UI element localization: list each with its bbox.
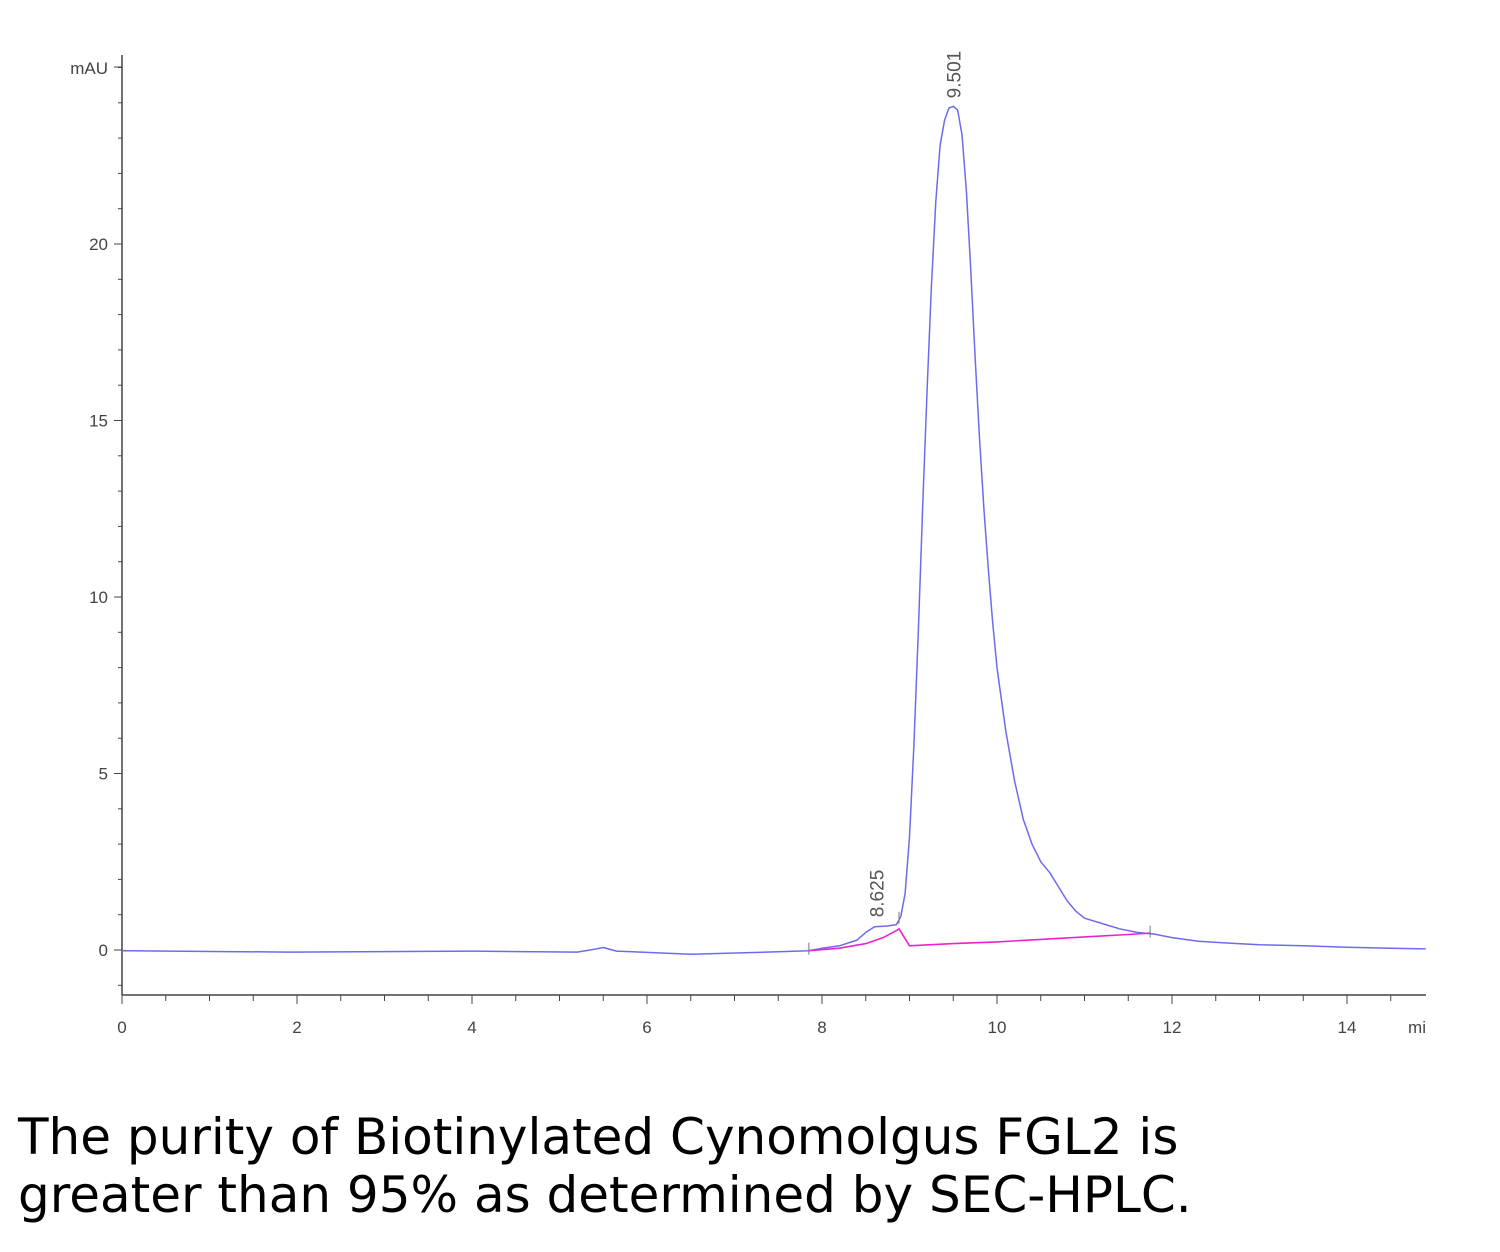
signal-series-line: [121, 105, 1426, 955]
x-tick-label: 6: [642, 1018, 651, 1037]
x-tick-label: 4: [467, 1018, 476, 1037]
chart-axes: [121, 55, 1426, 996]
y-tick-label: 15: [89, 412, 108, 431]
x-tick-label: 2: [292, 1018, 301, 1037]
y-tick-label: 0: [99, 941, 108, 960]
peak-retention-label: 9.501: [944, 51, 965, 99]
caption-line-1: The purity of Biotinylated Cynomolgus FG…: [18, 1108, 1179, 1166]
x-tick-label: 14: [1338, 1018, 1357, 1037]
chart-labels: 0 5 10 15 20 mAU 0 2 4 6 8 10 12 14 mi 9.501 8.625: [70, 51, 1426, 1037]
y-tick-label: 10: [89, 588, 108, 607]
baseline-series-line: [808, 928, 1151, 952]
y-tick-label: 20: [89, 235, 108, 254]
x-unit-label: mi: [1408, 1018, 1426, 1037]
x-tick-label: 8: [817, 1018, 826, 1037]
x-tick-label: 10: [988, 1018, 1007, 1037]
chart-ticks: [114, 66, 1392, 1004]
y-unit-label: mAU: [70, 59, 108, 78]
figure-caption: The purity of Biotinylated Cynomolgus FG…: [18, 1108, 1478, 1224]
caption-line-2: greater than 95% as determined by SEC-HP…: [18, 1166, 1192, 1224]
chart-series: [121, 105, 1426, 955]
x-tick-label: 12: [1163, 1018, 1182, 1037]
x-tick-label: 0: [117, 1018, 126, 1037]
peak-retention-label: 8.625: [868, 870, 889, 918]
chromatogram-chart: 0 5 10 15 20 mAU 0 2 4 6 8 10 12 14 mi 9.501 8.625: [70, 51, 1426, 1037]
y-tick-label: 5: [99, 765, 108, 784]
